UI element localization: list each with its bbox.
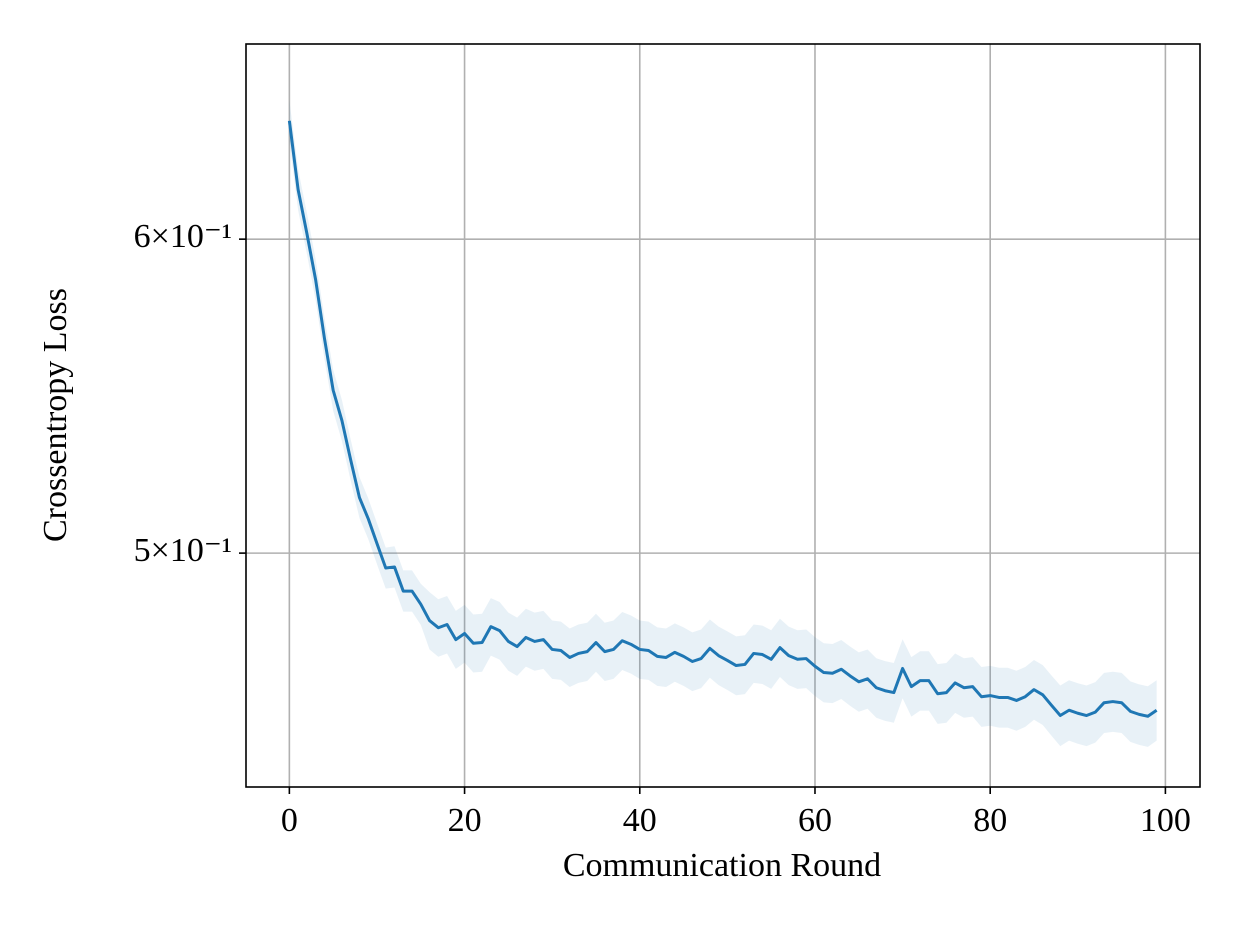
x-tick-label: 40 (623, 802, 657, 839)
axes-frame (245, 43, 1201, 788)
x-tick-label: 80 (973, 802, 1007, 839)
y-tick-label: 6×10⁻¹ (134, 218, 232, 255)
x-tick-label: 100 (1140, 802, 1191, 839)
x-tick-label: 20 (448, 802, 482, 839)
confidence-band (289, 100, 1157, 747)
x-tick-label: 0 (281, 802, 298, 839)
line (287, 120, 1158, 718)
y-tick-label: 5×10⁻¹ (134, 532, 232, 569)
plot-area (287, 100, 1158, 747)
x-axis-label: Communication Round (563, 847, 881, 884)
x-tick-label: 60 (798, 802, 832, 839)
grid (246, 44, 1200, 787)
y-axis-label: Crossentropy Loss (37, 288, 74, 542)
